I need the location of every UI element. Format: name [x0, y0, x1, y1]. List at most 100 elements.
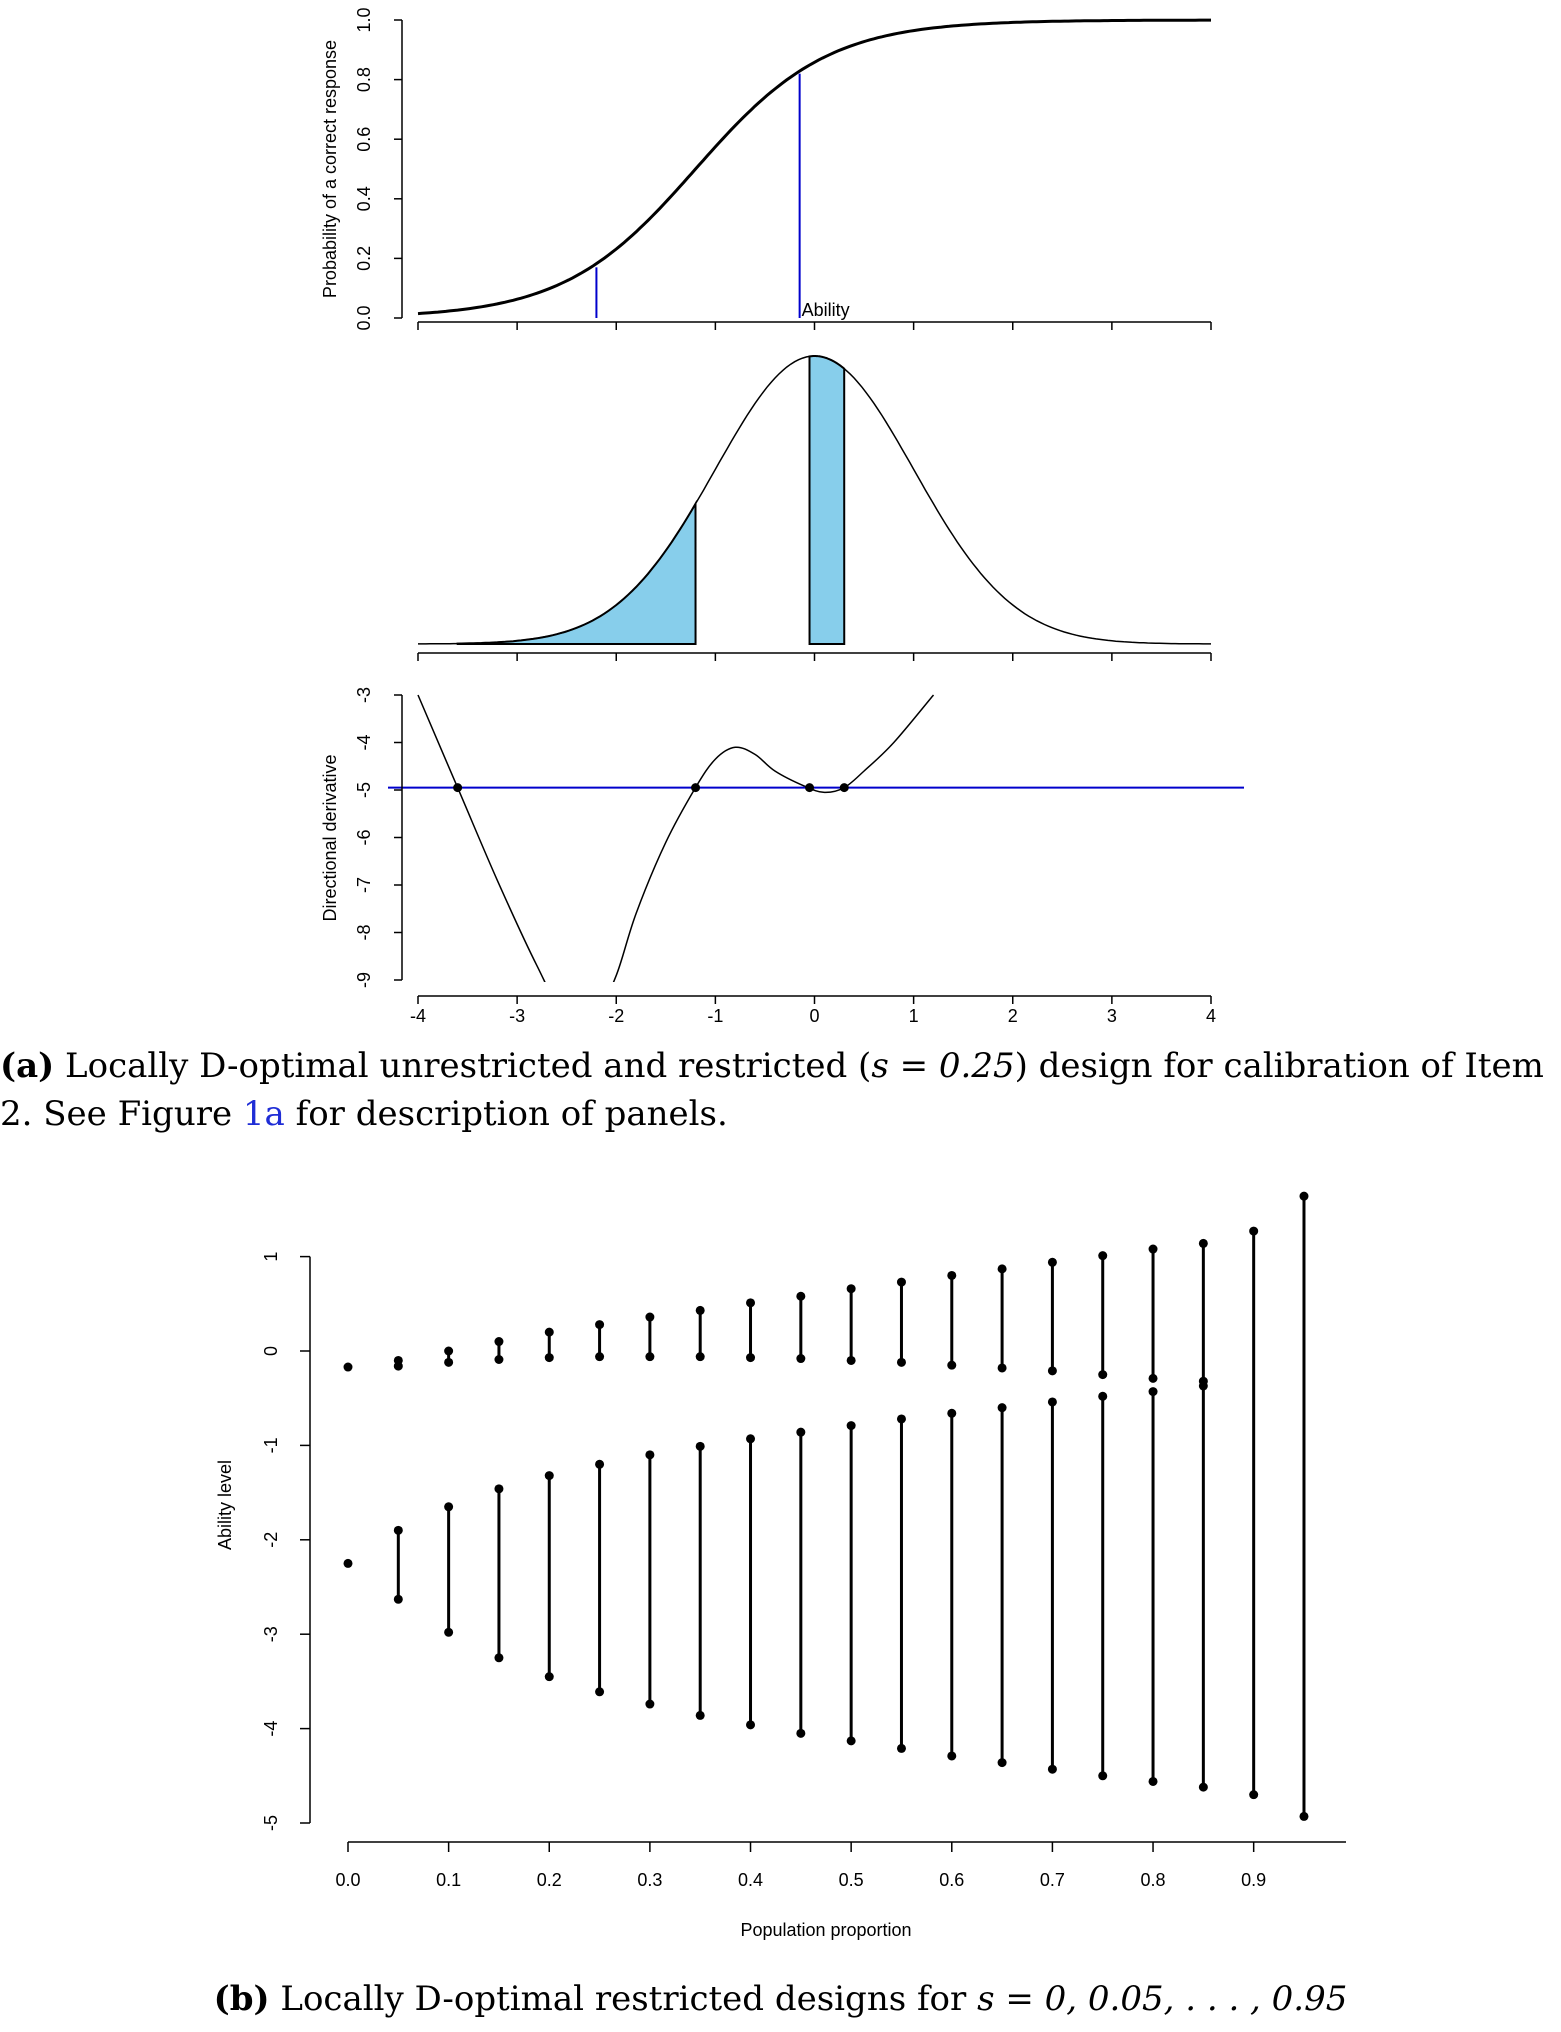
support-point [805, 783, 815, 793]
b-x-axis-label: Population proportion [740, 1920, 911, 1940]
design-point [1148, 1244, 1158, 1254]
design-point [544, 1672, 554, 1682]
design-point [695, 1710, 705, 1720]
top-y-tick-label: 0.6 [354, 127, 374, 152]
design-point [1098, 1771, 1108, 1781]
design-point [1047, 1366, 1057, 1376]
caption-b-label: (b) [213, 1979, 270, 2019]
design-point [1098, 1251, 1108, 1261]
design-point [343, 1362, 353, 1372]
bottom-x-tick-label: 0 [809, 1006, 819, 1026]
shaded-region-2 [808, 355, 846, 645]
caption-a-math: s = 0.25 [871, 1046, 1015, 1086]
design-point [796, 1728, 806, 1738]
design-point [1198, 1238, 1208, 1248]
caption-b-text: Locally D-optimal restricted designs for [269, 1979, 978, 2019]
design-point [1148, 1373, 1158, 1383]
design-point [997, 1403, 1007, 1413]
b-x-tick-label: 0.8 [1141, 1870, 1166, 1890]
b-y-tick-label: -1 [261, 1437, 281, 1453]
design-point [796, 1354, 806, 1364]
b-y-tick-label: 1 [261, 1252, 281, 1262]
figure-reference-link[interactable]: 1a [242, 1094, 285, 1134]
caption-a-text-2: ) design for calibration of Item 2. See … [0, 1046, 1544, 1134]
top-y-axis-label: Probability of a correct response [320, 40, 340, 298]
design-point [393, 1361, 403, 1371]
top-y-tick-label: 1.0 [354, 7, 374, 32]
caption-b: (b) Locally D-optimal restricted designs… [0, 1975, 1561, 2023]
bottom-y-tick-label: -6 [354, 829, 374, 845]
design-point [1148, 1387, 1158, 1397]
b-y-tick-label: -4 [261, 1721, 281, 1737]
bottom-y-tick-label: -9 [354, 972, 374, 988]
design-point [444, 1502, 454, 1512]
design-point [695, 1305, 705, 1315]
design-point [997, 1264, 1007, 1274]
design-point [695, 1352, 705, 1362]
design-point [595, 1352, 605, 1362]
design-point [544, 1471, 554, 1481]
design-point [1148, 1776, 1158, 1786]
bottom-y-tick-label: -4 [354, 734, 374, 750]
design-point [796, 1291, 806, 1301]
bottom-x-tick-label: 3 [1107, 1006, 1117, 1026]
design-point [595, 1687, 605, 1697]
design-point [796, 1427, 806, 1437]
caption-a: (a) Locally D-optimal unrestricted and r… [0, 1042, 1561, 1138]
b-x-tick-label: 0.4 [738, 1870, 763, 1890]
design-point [896, 1357, 906, 1367]
design-point [947, 1751, 957, 1761]
design-point [997, 1363, 1007, 1373]
design-point [1098, 1370, 1108, 1380]
design-point [393, 1525, 403, 1535]
bottom-y-tick-label: -8 [354, 924, 374, 940]
design-point [947, 1360, 957, 1370]
design-point [494, 1653, 504, 1663]
design-point [896, 1277, 906, 1287]
bottom-x-tick-label: 1 [909, 1006, 919, 1026]
design-point [947, 1408, 957, 1418]
bottom-y-tick-label: -7 [354, 877, 374, 893]
shaded-region-1 [456, 500, 697, 645]
b-y-tick-label: -2 [261, 1532, 281, 1548]
design-point [1198, 1381, 1208, 1391]
bottom-x-tick-label: -1 [707, 1006, 723, 1026]
b-y-tick-label: 0 [261, 1346, 281, 1356]
bottom-y-tick-label: -5 [354, 782, 374, 798]
bottom-x-tick-label: -2 [608, 1006, 624, 1026]
design-point [1198, 1782, 1208, 1792]
density-curve [418, 355, 1211, 645]
b-x-tick-label: 0.9 [1241, 1870, 1266, 1890]
design-point [494, 1337, 504, 1347]
design-point [645, 1699, 655, 1709]
design-point [746, 1434, 756, 1444]
b-y-tick-label: -5 [261, 1815, 281, 1831]
design-point [444, 1627, 454, 1637]
design-point [947, 1270, 957, 1280]
top-y-tick-label: 0.4 [354, 186, 374, 211]
bottom-y-axis-label: Directional derivative [320, 754, 340, 921]
design-point [846, 1736, 856, 1746]
design-point [343, 1558, 353, 1568]
design-point [746, 1298, 756, 1308]
bottom-x-tick-label: -3 [509, 1006, 525, 1026]
b-y-axis-label: Ability level [215, 1460, 235, 1550]
design-point [746, 1720, 756, 1730]
b-x-tick-label: 0.6 [939, 1870, 964, 1890]
caption-a-text-3: for description of panels. [284, 1094, 728, 1134]
design-point [494, 1354, 504, 1364]
design-point [695, 1441, 705, 1451]
design-point [595, 1320, 605, 1330]
directional-derivative-curve [417, 694, 935, 982]
design-point [846, 1355, 856, 1365]
design-point [746, 1353, 756, 1363]
top-y-tick-label: 0.2 [354, 246, 374, 271]
top-y-tick-label: 0.0 [354, 305, 374, 330]
b-y-tick-label: -3 [261, 1626, 281, 1642]
design-point [393, 1594, 403, 1604]
design-point [444, 1357, 454, 1367]
bottom-x-tick-label: -4 [410, 1006, 426, 1026]
caption-b-math: s = 0, 0.05, . . . , 0.95 [977, 1979, 1348, 2019]
bottom-x-tick-label: 4 [1206, 1006, 1216, 1026]
